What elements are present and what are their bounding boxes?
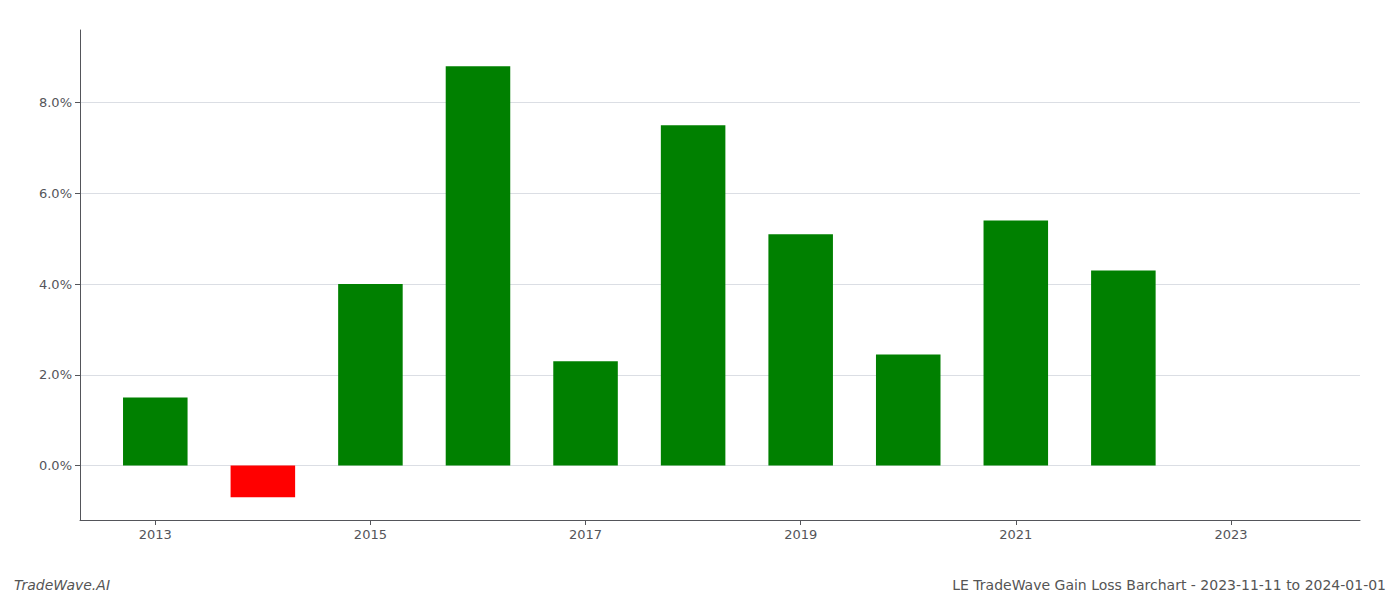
svg-text:2015: 2015 bbox=[354, 527, 387, 542]
svg-text:LE TradeWave Gain Loss Barchar: LE TradeWave Gain Loss Barchart - 2023-1… bbox=[952, 577, 1386, 593]
svg-text:2.0%: 2.0% bbox=[39, 367, 72, 382]
svg-text:TradeWave.AI: TradeWave.AI bbox=[14, 577, 110, 593]
svg-text:2021: 2021 bbox=[999, 527, 1032, 542]
svg-text:2013: 2013 bbox=[139, 527, 172, 542]
svg-text:4.0%: 4.0% bbox=[39, 277, 72, 292]
svg-text:2017: 2017 bbox=[569, 527, 602, 542]
svg-text:2019: 2019 bbox=[784, 527, 817, 542]
svg-text:2023: 2023 bbox=[1214, 527, 1247, 542]
svg-text:8.0%: 8.0% bbox=[39, 95, 72, 110]
svg-text:0.0%: 0.0% bbox=[39, 458, 72, 473]
svg-text:6.0%: 6.0% bbox=[39, 186, 72, 201]
